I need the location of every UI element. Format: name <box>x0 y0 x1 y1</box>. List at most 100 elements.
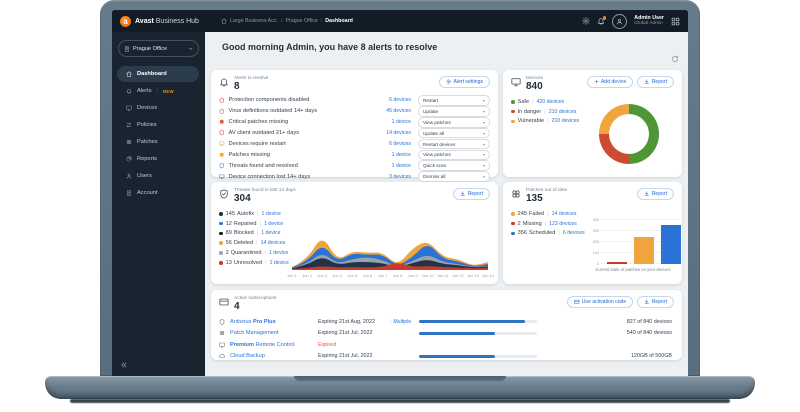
sidebar-item-dashboard[interactable]: Dashboard <box>117 66 199 82</box>
settings-gear-icon[interactable] <box>582 17 590 25</box>
legend-devices-link[interactable]: 1 device <box>268 250 289 257</box>
sidebar-item-users[interactable]: Users <box>117 168 199 184</box>
alert-devices-link[interactable]: 1 device <box>391 162 411 169</box>
alert-action-label: Dismiss all <box>423 174 446 180</box>
org-selector-label: Prague Office <box>133 45 168 52</box>
alert-settings-button[interactable]: Alert settings <box>439 76 490 88</box>
alerts-count: 8 <box>234 81 240 92</box>
use-activation-code-button[interactable]: Use activation code <box>567 296 634 308</box>
user-menu[interactable]: Admin User Global Admin <box>634 15 664 27</box>
download-icon <box>644 191 650 197</box>
legend-devices-link[interactable]: 1 device <box>261 230 281 237</box>
subs-report-button[interactable]: Report <box>637 296 674 308</box>
alert-devices-link[interactable]: 6 devices <box>389 141 411 147</box>
threats-report-button[interactable]: Report <box>453 188 490 200</box>
alert-devices-link[interactable]: 6 devices <box>389 97 411 104</box>
legend-devices-link[interactable]: 210 devices <box>551 118 580 125</box>
legend-devices-link[interactable]: 6 devices <box>562 230 585 237</box>
alert-action-select[interactable]: Quick scan ▾ <box>418 160 490 172</box>
avast-logo-icon: a <box>120 15 131 27</box>
alert-devices-link[interactable]: 1 device <box>391 119 411 126</box>
alert-action-select[interactable]: View patches ▾ <box>418 116 490 128</box>
usage-progress-bar <box>419 354 537 358</box>
breadcrumb-item[interactable]: Large Business Acc. <box>229 18 278 24</box>
subscription-name-link[interactable]: Antivirus Pro Plus <box>230 319 318 325</box>
alerts-card-title: Alerts to resolve <box>234 76 269 81</box>
shield-icon <box>219 318 225 325</box>
sidebar-item-label: Reports <box>137 156 157 162</box>
alert-action-select[interactable]: Update all ▾ <box>418 127 490 139</box>
svg-text:Jun 8: Jun 8 <box>393 273 404 278</box>
legend-label: Vulnerable <box>517 118 545 125</box>
sidebar-item-devices[interactable]: Devices <box>117 100 199 116</box>
multiple-link[interactable]: Multiple <box>393 318 412 325</box>
legend-devices-link[interactable]: 1 device <box>263 220 284 227</box>
sidebar-item-account[interactable]: Account <box>117 185 199 201</box>
gridline <box>601 230 679 231</box>
chevron-down-icon: ▾ <box>482 163 485 169</box>
user-role: Global Admin <box>634 21 663 27</box>
sidebar-item-reports[interactable]: Reports <box>117 151 199 167</box>
alert-devices-link[interactable]: 1 device <box>391 151 411 158</box>
usage-progress-fill <box>419 354 495 358</box>
sidebar-item-alerts[interactable]: Alerts | NEW <box>117 83 199 99</box>
devices-report-button[interactable]: Report <box>637 76 674 88</box>
alert-devices-link[interactable]: 45 devices <box>386 108 411 115</box>
bell-icon <box>126 88 132 94</box>
subscription-expiry: Expiring 21st Aug, 2022 <box>318 318 375 325</box>
alerts-card: Alerts to resolve 8 Alert settings Prote… <box>211 70 498 182</box>
threats-area-chart: Jun 1 Jun 2 Jun 3 Jun 4 Jun 5 Jun 6 Jun 7 Jun 8… <box>285 222 495 280</box>
subscription-name-link[interactable]: Patch Management <box>230 330 318 336</box>
subscription-name-link[interactable]: Cloud Backup <box>230 353 318 359</box>
sidebar-item-label: Users <box>137 173 152 179</box>
chevron-down-icon: ▾ <box>482 108 485 114</box>
sidebar-item-patches[interactable]: Patches <box>117 134 199 150</box>
devices-legend: Safe | 420 devices In danger | 210 devices Vul… <box>503 94 682 126</box>
legend-devices-link[interactable]: 420 devices <box>536 98 565 105</box>
alert-devices-link[interactable]: 3 devices <box>389 173 411 180</box>
legend-devices-link[interactable]: 14 devices <box>260 240 286 247</box>
add-device-button[interactable]: Add device <box>586 76 634 88</box>
alert-action-select[interactable]: Dismiss all ▾ <box>418 171 490 182</box>
svg-text:Jun 3: Jun 3 <box>317 273 328 278</box>
legend-devices-link[interactable]: 1 device <box>269 259 289 266</box>
name-bold: Premium <box>230 341 254 348</box>
alert-row: AV client outdated 21+ days 14 devices Upd… <box>219 127 490 139</box>
apps-grid-icon[interactable] <box>671 17 680 26</box>
alert-action-label: Quick scan <box>423 163 447 169</box>
breadcrumb-item[interactable]: Dashboard <box>325 18 353 24</box>
legend-devices-link[interactable]: 14 devices <box>551 210 577 217</box>
legend-label: Missing <box>522 220 542 227</box>
legend-row: In danger | 210 devices <box>511 107 674 117</box>
org-selector[interactable]: Prague Office <box>118 40 199 57</box>
alert-action-select[interactable]: Restart devices ▾ <box>418 138 490 150</box>
user-avatar[interactable] <box>612 13 628 29</box>
alert-row: Critical patches missing 1 device View pat… <box>219 116 490 128</box>
alert-devices-link[interactable]: 14 devices <box>386 130 411 137</box>
sidebar-collapse-button[interactable] <box>120 361 128 369</box>
monitor-icon <box>126 105 132 111</box>
laptop-bezel: a Avast Business Hub Large Business Acc.… <box>100 0 700 376</box>
sidebar-item-policies[interactable]: Policies <box>117 117 199 133</box>
legend-devices-link[interactable]: 123 devices <box>549 220 577 227</box>
legend-devices-link[interactable]: 210 devices <box>548 108 577 115</box>
alert-action-select[interactable]: View patches ▾ <box>418 149 490 161</box>
patches-report-button[interactable]: Report <box>637 188 674 200</box>
breadcrumb-item[interactable]: Prague Office <box>285 18 318 24</box>
card-icon <box>574 299 580 305</box>
sidebar-item-label: Patches <box>137 139 158 145</box>
notifications-button[interactable] <box>597 16 607 25</box>
alert-action-select[interactable]: Update ▾ <box>418 106 490 117</box>
refresh-icon[interactable] <box>671 55 679 63</box>
subscription-expiry: Expiring 21st Jul, 2022 <box>318 353 373 360</box>
subscription-row: Cloud Backup Expiring 21st Jul, 2022 120GB… <box>211 351 682 363</box>
subs-count: 4 <box>234 301 240 312</box>
legend-separator: | <box>265 259 267 266</box>
shield-check-icon <box>219 189 229 199</box>
bar-missing <box>607 261 627 264</box>
alert-action-select[interactable]: Restart ▾ <box>418 95 490 106</box>
legend-label: Failed <box>528 210 545 217</box>
legend-devices-link[interactable]: 1 device <box>261 210 281 217</box>
subscription-name-link[interactable]: Premium Remote Control <box>230 342 318 348</box>
chevron-down-icon: ▾ <box>482 141 485 147</box>
